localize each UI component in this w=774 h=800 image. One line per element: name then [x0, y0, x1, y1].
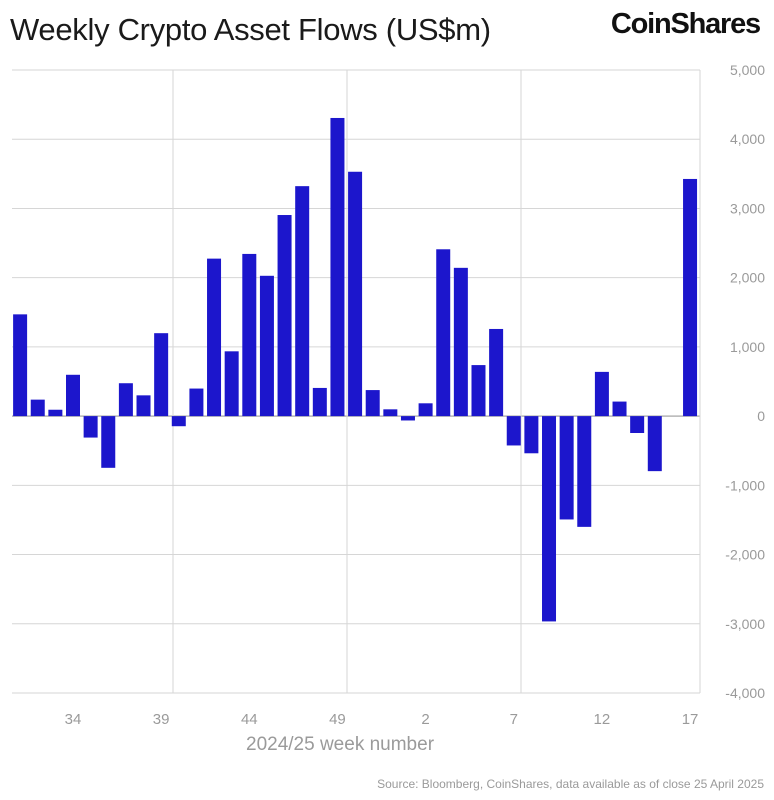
- bar-week-39: [154, 333, 169, 417]
- x-tick-label: 44: [241, 711, 258, 728]
- y-tick-label: -2,000: [725, 547, 765, 563]
- x-axis-label: 2024/25 week number: [246, 734, 435, 755]
- bar-week-38: [136, 395, 151, 417]
- bar-week-43: [224, 351, 239, 417]
- bar-week-46: [277, 215, 292, 417]
- bar-week-48: [312, 387, 327, 417]
- bar-week-9: [542, 416, 557, 622]
- y-tick-label: -1,000: [725, 477, 765, 493]
- x-tick-label: 17: [682, 711, 699, 728]
- bar-week-44: [242, 253, 257, 417]
- bar-week-33: [48, 409, 63, 417]
- bar-week-8: [524, 416, 539, 454]
- bar-week-40: [171, 416, 186, 427]
- x-tick-label: 7: [510, 711, 518, 728]
- bar-week-12: [594, 371, 609, 417]
- y-tick-label: 1,000: [730, 339, 765, 355]
- x-tick-label: 49: [329, 711, 346, 728]
- bar-week-6: [489, 328, 504, 417]
- x-tick-label: 12: [594, 711, 611, 728]
- y-tick-label: 0: [757, 408, 765, 424]
- bar-week-49: [330, 117, 345, 417]
- bar-week-5: [471, 365, 486, 417]
- y-tick-label: 5,000: [730, 62, 765, 78]
- bar-week-2: [418, 403, 433, 417]
- coinshares-logo: CoinShares: [610, 8, 761, 40]
- x-tick-label: 2: [421, 711, 429, 728]
- bar-week-17: [683, 178, 698, 417]
- bar-week-15: [647, 416, 662, 472]
- bar-week-37: [118, 383, 133, 417]
- bar-week-52: [383, 409, 398, 417]
- bar-week-47: [295, 186, 310, 417]
- y-tick-label: -3,000: [725, 616, 765, 632]
- bar-week-3: [436, 249, 451, 417]
- bar-week-1: [400, 416, 415, 421]
- bar-week-14: [630, 416, 645, 434]
- bar-week-7: [506, 416, 521, 446]
- bar-week-11: [577, 416, 592, 527]
- y-tick-label: -4,000: [725, 685, 765, 701]
- bar-week-35: [83, 416, 98, 438]
- y-tick-label: 2,000: [730, 270, 765, 286]
- x-tick-label: 39: [153, 711, 170, 728]
- bar-week-42: [207, 258, 222, 417]
- bar-week-41: [189, 388, 204, 417]
- bar-week-31: [13, 314, 28, 417]
- bar-week-45: [259, 275, 274, 417]
- y-tick-label: 4,000: [730, 131, 765, 147]
- bar-week-50: [348, 171, 363, 417]
- source-note: Source: Bloomberg, CoinShares, data avai…: [377, 777, 764, 791]
- bar-week-36: [101, 416, 116, 468]
- chart-title: Weekly Crypto Asset Flows (US$m): [10, 12, 491, 47]
- bar-week-51: [365, 390, 380, 417]
- x-tick-label: 34: [65, 711, 82, 728]
- bar-week-34: [66, 374, 80, 417]
- bar-week-10: [559, 416, 574, 520]
- bar-week-4: [453, 267, 468, 417]
- bar-week-32: [30, 399, 45, 417]
- y-tick-label: 3,000: [730, 200, 765, 216]
- bar-week-13: [612, 401, 627, 417]
